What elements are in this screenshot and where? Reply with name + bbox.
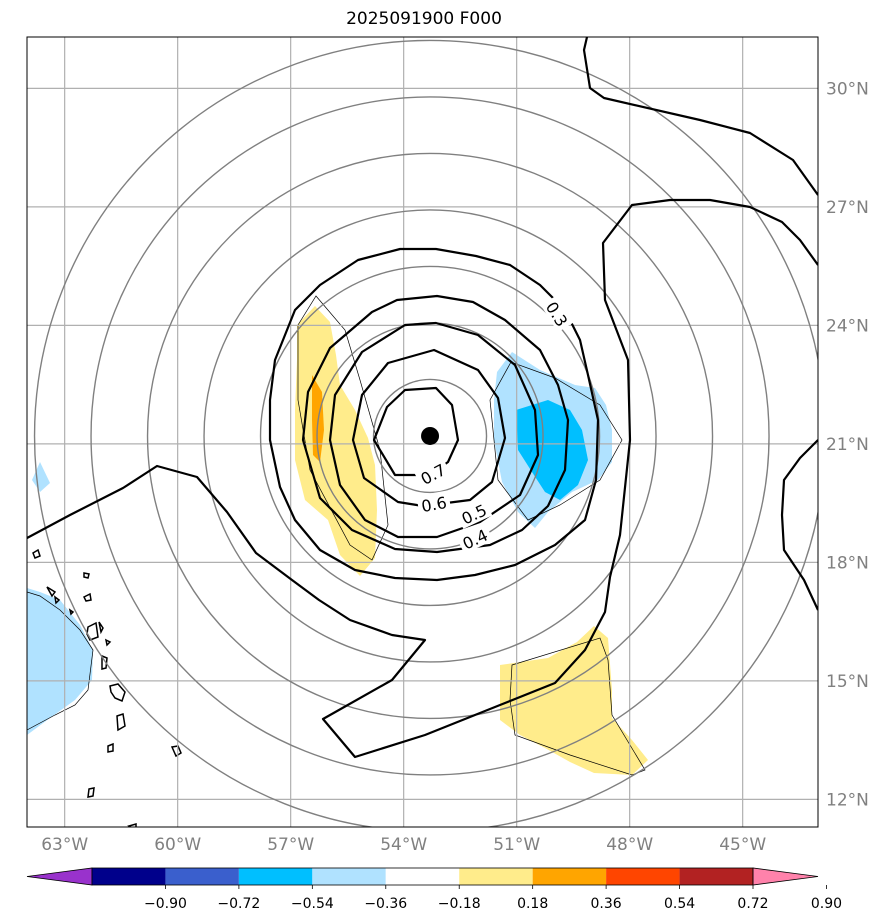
colorbar-tick-label: 0.18 xyxy=(517,896,548,912)
latitude-tick-label: 18°N xyxy=(826,553,869,573)
colorbar-segment xyxy=(532,868,607,885)
longitude-tick-label: 48°W xyxy=(606,835,653,855)
colorbar-segment xyxy=(679,868,753,885)
island xyxy=(127,823,137,827)
island xyxy=(32,548,41,559)
colorbar-segment xyxy=(165,868,239,885)
colorbar-tick-label: −0.18 xyxy=(438,896,481,912)
range-ring xyxy=(259,265,601,607)
latitude-labels: 12°N 15°N 18°N 21°N 24°N 27°N 30°N xyxy=(826,79,869,810)
island xyxy=(98,621,104,635)
colorbar-tick-label: 0.72 xyxy=(737,896,768,912)
contour-outer-south xyxy=(27,198,818,759)
colorbar-tick-label: 0.90 xyxy=(811,896,842,912)
latitude-tick-label: 21°N xyxy=(826,435,869,455)
latitude-tick-label: 24°N xyxy=(826,316,869,336)
colorbar-segment xyxy=(385,868,460,885)
colorbar-segment xyxy=(459,868,533,885)
island xyxy=(86,621,99,641)
colorbar-segment xyxy=(312,868,386,885)
longitude-tick-label: 51°W xyxy=(493,835,540,855)
colorbar-tick-label: −0.54 xyxy=(291,896,334,912)
island xyxy=(109,683,126,703)
colorbar-frame xyxy=(91,867,754,886)
longitude-tick-label: 54°W xyxy=(380,835,427,855)
colorbar-tick-label: −0.36 xyxy=(364,896,407,912)
colorbar-segment xyxy=(606,868,680,885)
island xyxy=(170,745,182,758)
thin-contour-westbox xyxy=(27,591,94,731)
colorbar-segment xyxy=(238,868,313,885)
colorbar-tick-label: 0.54 xyxy=(664,896,695,912)
contour-east xyxy=(780,439,818,611)
contour-0.7 xyxy=(372,386,460,477)
contour-0.6 xyxy=(351,348,507,508)
islands xyxy=(32,548,182,827)
colorbar-tick-label: 0.36 xyxy=(591,896,622,912)
island xyxy=(107,742,114,753)
contour-0.4 xyxy=(301,294,570,554)
longitude-tick-label: 60°W xyxy=(154,835,201,855)
map-title: 2025091900 F000 xyxy=(346,9,502,29)
range-ring xyxy=(203,209,657,663)
colorbar-extend-low xyxy=(26,867,93,886)
latitude-tick-label: 15°N xyxy=(826,672,869,692)
latitude-tick-label: 12°N xyxy=(826,790,869,810)
contour-label: 0.6 xyxy=(420,493,448,516)
fill-negative-island xyxy=(32,462,50,492)
contour-0.3 xyxy=(268,247,600,582)
contour-north xyxy=(582,37,818,196)
latitude-tick-label: 30°N xyxy=(826,79,869,99)
map-frame xyxy=(26,36,819,828)
island xyxy=(83,572,90,579)
range-ring xyxy=(146,152,714,720)
colorbar-tick-label: −0.90 xyxy=(144,896,187,912)
fill-negative-west xyxy=(27,588,93,735)
island xyxy=(46,586,57,598)
fill-positive-south xyxy=(500,626,648,775)
island xyxy=(68,608,75,616)
colorbar-tick-label: −0.72 xyxy=(217,896,260,912)
longitude-labels: 63°W 60°W 57°W 54°W 51°W 48°W 45°W xyxy=(41,835,766,855)
range-ring xyxy=(33,39,818,827)
map-plot-area xyxy=(27,37,818,827)
thick-contours xyxy=(27,37,818,759)
latitude-tick-label: 27°N xyxy=(826,198,869,218)
longitude-tick-label: 45°W xyxy=(719,835,766,855)
island xyxy=(116,713,126,732)
range-rings xyxy=(33,39,818,827)
island xyxy=(53,595,61,605)
island xyxy=(104,638,112,647)
range-ring xyxy=(372,378,488,494)
shaded-fields xyxy=(27,306,648,775)
colorbar-extend-high xyxy=(752,867,819,886)
colorbar-segment xyxy=(92,868,166,885)
range-ring xyxy=(90,96,770,776)
contour-0.5 xyxy=(328,321,540,539)
island xyxy=(82,592,92,602)
storm-center-marker xyxy=(421,426,440,445)
longitude-tick-label: 63°W xyxy=(41,835,88,855)
fill-negative-east-inner xyxy=(516,400,588,500)
longitude-tick-label: 57°W xyxy=(267,835,314,855)
colorbar: −0.90 −0.72 −0.54 −0.36 −0.18 0.18 0.36 0.54 0.7… xyxy=(26,867,842,912)
island xyxy=(87,787,95,798)
